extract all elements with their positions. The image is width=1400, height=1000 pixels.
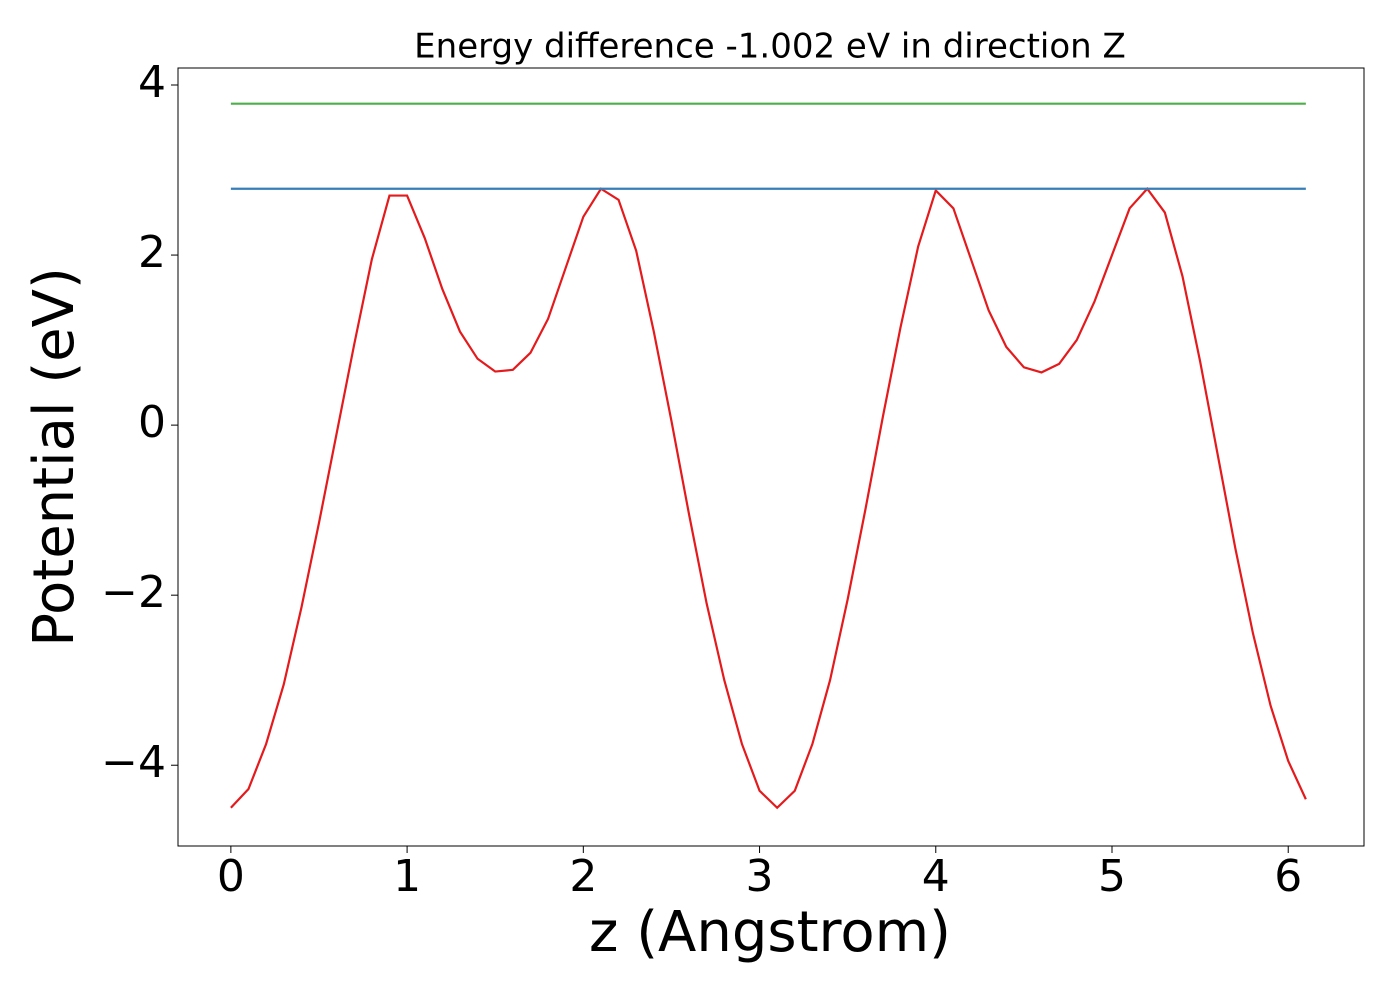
chart-title: Energy difference -1.002 eV in direction… (414, 27, 1126, 67)
x-axis-label: z (Angstrom) (589, 900, 951, 965)
x-tick-label: 5 (1098, 851, 1126, 902)
y-tick-label: 4 (138, 57, 166, 108)
x-tick-label: 1 (393, 851, 421, 902)
x-tick-label: 4 (922, 851, 950, 902)
plot-frame (177, 67, 1365, 847)
y-tick-label: 0 (138, 397, 166, 448)
x-tick-label: 6 (1274, 851, 1302, 902)
x-tick-label: 3 (746, 851, 774, 902)
y-tick-label: −4 (101, 737, 166, 788)
x-tick-label: 2 (569, 851, 597, 902)
data-line (230, 187, 1307, 810)
y-tick-label: 2 (138, 227, 166, 278)
y-tick-label: −2 (101, 567, 166, 618)
x-tick-label: 0 (217, 851, 245, 902)
y-axis-label: Potential (eV) (22, 267, 87, 647)
